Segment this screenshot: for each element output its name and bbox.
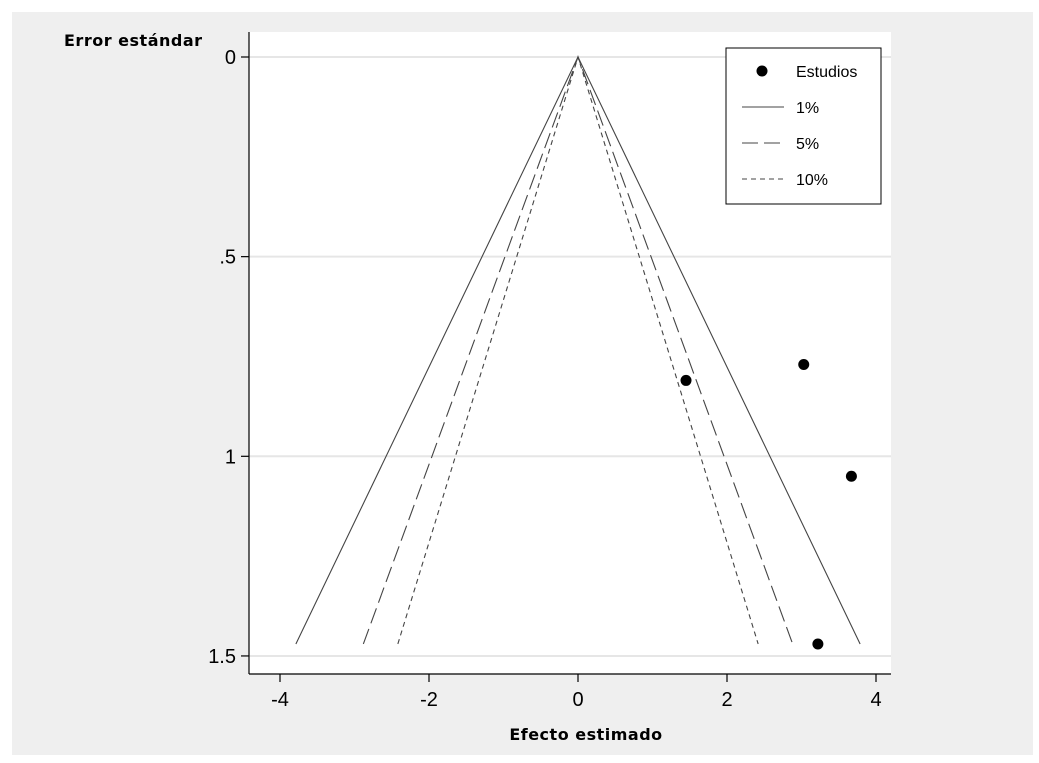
x-tick-label: 4 — [870, 689, 881, 711]
x-axis-title: Efecto estimado — [509, 725, 662, 744]
study-point — [798, 358, 810, 370]
legend-label: 5% — [796, 136, 819, 153]
axes: 0 .5 1 1.5 -4 -2 0 2 4 — [208, 32, 891, 711]
x-tick-label: -4 — [271, 689, 289, 711]
legend-box — [725, 47, 882, 205]
legend-marker — [756, 65, 768, 77]
y-tick-label: 1 — [225, 446, 236, 468]
study-points — [680, 358, 857, 650]
legend: Estudios 1% 5% 10% — [725, 47, 882, 205]
x-tick-label: 2 — [721, 689, 732, 711]
study-point — [845, 470, 857, 482]
x-tick-label: -2 — [420, 689, 438, 711]
y-tick-label: 1.5 — [208, 646, 236, 668]
legend-label: 10% — [796, 172, 828, 189]
x-tick-label: 0 — [572, 689, 583, 711]
contour-line-10pct — [397, 55, 759, 645]
study-point — [680, 374, 692, 386]
y-tick-label: .5 — [219, 247, 236, 269]
chart-canvas: 0 .5 1 1.5 -4 -2 0 2 4 Error estándar Efecto est… — [12, 12, 1033, 755]
significance-contours — [295, 55, 861, 645]
y-tick-label: 0 — [225, 47, 236, 69]
funnel-plot-chart: 0 .5 1 1.5 -4 -2 0 2 4 Error estándar Efecto est… — [64, 31, 891, 744]
y-axis-title: Error estándar — [64, 31, 203, 50]
legend-label: Estudios — [796, 64, 857, 81]
study-point — [812, 638, 824, 650]
legend-label: 1% — [796, 100, 819, 117]
